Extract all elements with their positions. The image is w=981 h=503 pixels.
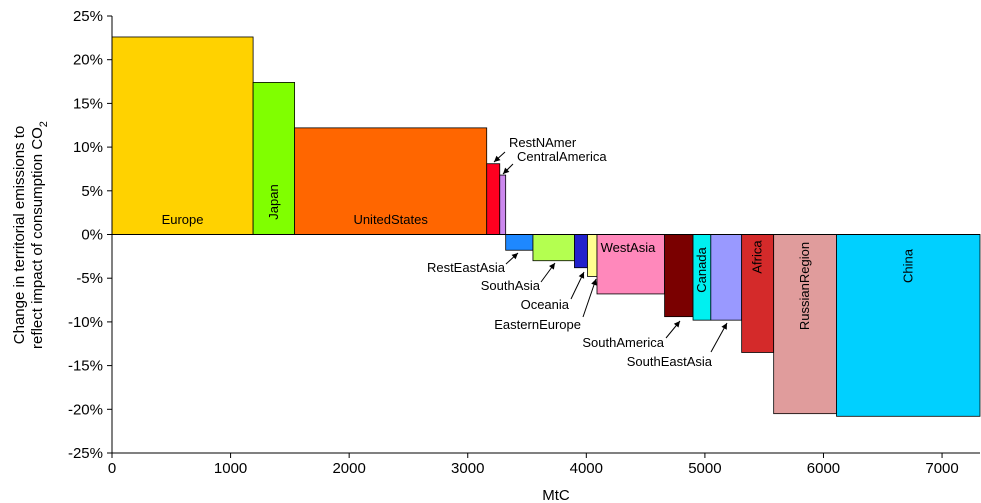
x-tick-label: 4000	[570, 460, 603, 477]
annotation-label-centralamerica: CentralAmerica	[517, 149, 607, 164]
annotation-label-easterneurope: EasternEurope	[494, 317, 581, 332]
x-axis-label: MtC	[542, 487, 570, 503]
y-axis-label-subscript: 2	[38, 121, 50, 127]
bar-oceania	[574, 234, 588, 269]
y-tick-label: 5%	[81, 183, 103, 200]
x-tick-label: 2000	[332, 460, 365, 477]
bar-southamerica	[664, 234, 694, 318]
bar-label-westasia: WestAsia	[601, 240, 656, 255]
annotation-arrowhead-resteastasia	[511, 253, 518, 260]
y-ticks-group: 25% 20% 15% 10% 5% 0% -5% -10% -15% -20% -25%	[68, 8, 112, 462]
bar-easterneurope	[587, 234, 598, 277]
bar-label-unitedstates: UnitedStates	[353, 212, 428, 227]
bar-label-russianregion: RussianRegion	[797, 242, 812, 330]
annotation-arrowhead-centralamerica	[503, 167, 510, 174]
y-tick-label: -25%	[68, 445, 103, 462]
annotation-label-southamerica: SouthAmerica	[582, 335, 664, 350]
annotation-label-southeastasia: SouthEastAsia	[627, 354, 713, 369]
bars-group	[111, 36, 981, 417]
annotation-label-restnamer: RestNAmer	[509, 135, 577, 150]
bar-label-china: China	[900, 248, 915, 283]
bar-southasia	[532, 234, 575, 262]
annotation-arrowhead-southasia	[549, 263, 555, 270]
y-axis-label-line-1: Change in territorial emissions to	[11, 126, 28, 344]
bar-europe	[111, 36, 254, 235]
y-tick-label: -15%	[68, 358, 103, 375]
bar-russianregion	[773, 234, 837, 415]
bar-label-europe: Europe	[162, 212, 204, 227]
annotation-label-resteastasia: RestEastAsia	[427, 260, 506, 275]
y-tick-label: 25%	[73, 8, 103, 25]
y-tick-label: 15%	[73, 95, 103, 112]
bar-unitedstates	[294, 127, 488, 235]
y-tick-label: 20%	[73, 52, 103, 69]
y-tick-label: -20%	[68, 401, 103, 418]
x-tick-label: 6000	[807, 460, 840, 477]
y-tick-label: 10%	[73, 139, 103, 156]
x-tick-label: 1000	[214, 460, 247, 477]
annotation-arrowhead-southeastasia	[721, 323, 727, 330]
bar-label-canada: Canada	[694, 246, 709, 292]
annotation-arrowhead-restnamer	[494, 155, 501, 162]
y-tick-label: -10%	[68, 314, 103, 331]
annotation-arrowhead-southamerica	[673, 321, 680, 328]
bar-centralamerica	[499, 174, 507, 235]
bar-label-africa: Africa	[750, 240, 765, 274]
annotation-label-oceania: Oceania	[521, 297, 570, 312]
bar-labels-group: Europe Japan UnitedStates WestAsia Canada Afr…	[162, 184, 916, 330]
y-axis-label-line-2-main: reflect impact of consumption CO	[29, 127, 46, 349]
bar-label-japan: Japan	[266, 184, 281, 219]
bar-restnamer	[486, 163, 501, 235]
axes-group: 25% 20% 15% 10% 5% 0% -5% -10% -15% -20% -25% 0 100…	[68, 8, 980, 477]
x-tick-label: 5000	[688, 460, 721, 477]
bar-southeastasia	[710, 234, 743, 321]
bar-resteastasia	[505, 234, 534, 251]
x-tick-label: 3000	[451, 460, 484, 477]
y-axis-label-line-2: reflect impact of consumption CO2	[29, 121, 50, 349]
x-tick-label: 0	[108, 460, 116, 477]
plot-area: Europe Japan UnitedStates WestAsia Canada Afr…	[111, 36, 981, 417]
y-tick-label: -5%	[76, 270, 103, 287]
annotation-arrow-easterneurope	[582, 278, 597, 318]
x-tick-label: 7000	[925, 460, 958, 477]
y-tick-label: 0%	[81, 227, 103, 244]
bar-china	[836, 234, 981, 417]
bar-africa	[741, 234, 775, 353]
annotation-arrowhead-oceania	[578, 272, 585, 279]
x-ticks-group: 0 1000 2000 3000 4000 5000 6000 7000	[108, 453, 959, 477]
annotation-arrowhead-easterneurope	[591, 279, 597, 286]
annotation-label-southasia: SouthAsia	[481, 278, 541, 293]
bar-japan	[252, 82, 296, 235]
y-axis-label-group: Change in territorial emissions to refle…	[11, 121, 50, 349]
